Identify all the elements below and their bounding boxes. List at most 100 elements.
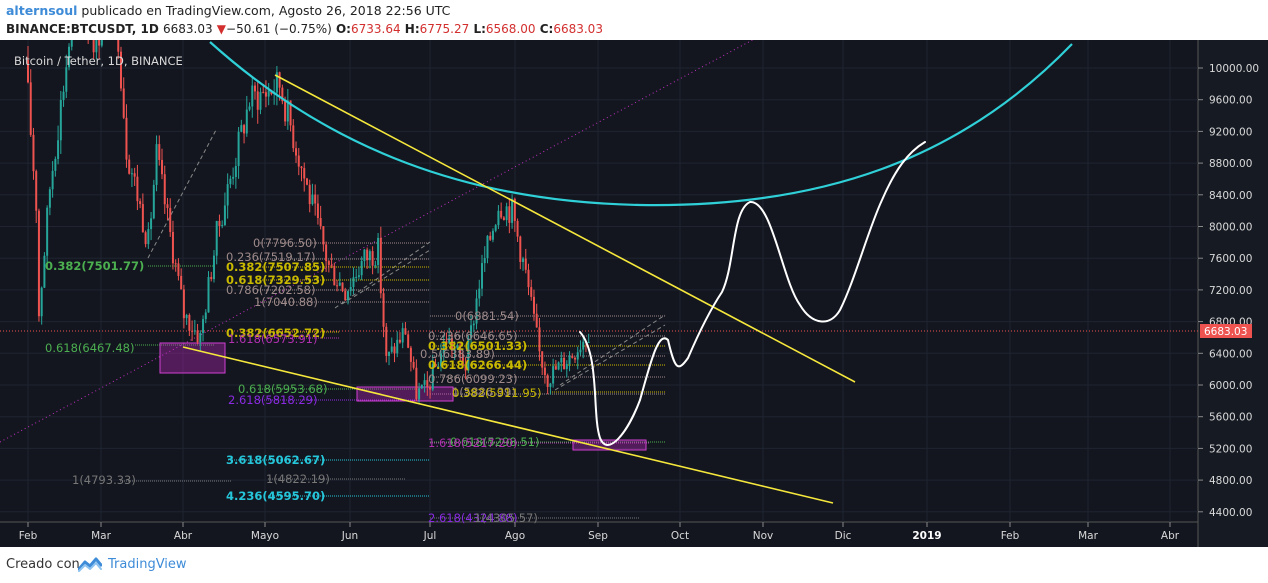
- candle-body: [420, 384, 423, 389]
- candle-body: [234, 165, 237, 177]
- candle-body: [308, 184, 311, 205]
- price-tick-label: 8800.00: [1209, 158, 1252, 170]
- published-text: publicado en TradingView.com, Agosto 26,…: [77, 3, 451, 18]
- candle-body: [117, 0, 120, 52]
- candle-body: [281, 87, 284, 102]
- candle-body: [522, 258, 525, 263]
- time-tick-label: Jun: [341, 530, 358, 542]
- fib-arc: [209, 41, 1073, 207]
- candle-body: [180, 275, 183, 290]
- price-tick-label: 8000.00: [1209, 222, 1252, 234]
- candle-body: [150, 218, 153, 230]
- footer: Creado con TradingView: [0, 550, 1268, 583]
- candle-body: [464, 365, 467, 371]
- candle-body: [355, 276, 358, 278]
- candle-body: [475, 298, 478, 324]
- support-zone-box: [356, 386, 454, 402]
- candle-body: [461, 354, 464, 366]
- chart-title: Bitcoin / Tether, 1D, BINANCE: [14, 54, 183, 68]
- candle-body: [35, 171, 38, 211]
- chart-background: [0, 40, 1268, 547]
- candle-body: [43, 255, 46, 288]
- price-change: −50.61 (−0.75%): [226, 22, 332, 36]
- candle-body: [409, 347, 412, 362]
- candle-body: [404, 328, 407, 335]
- candle-body: [141, 204, 144, 233]
- time-tick-label: Ago: [505, 530, 525, 542]
- high-value: 6775.27: [419, 22, 470, 36]
- time-axis[interactable]: Feb Mar Abr Mayo Jun Jul Ago Sep Oct Nov Dic 2019 Fe…: [19, 522, 1180, 542]
- publication-line: alternsoul publicado en TradingView.com,…: [6, 3, 450, 18]
- low-value: 6568.00: [485, 22, 536, 36]
- candles: [27, 0, 590, 403]
- candle-body: [62, 91, 65, 101]
- candle-body: [401, 328, 404, 343]
- candle-body: [144, 232, 147, 245]
- price-tick-label: 9200.00: [1209, 126, 1252, 138]
- candle-body: [92, 33, 95, 53]
- author-link[interactable]: alternsoul: [6, 3, 78, 18]
- fib-label: 2.618(5818.29): [228, 393, 317, 407]
- candle-body: [360, 260, 363, 276]
- fib-label: 0(7796.50): [253, 236, 317, 250]
- candle-body: [516, 220, 519, 237]
- candle-body: [448, 337, 451, 344]
- candle-body: [333, 265, 336, 286]
- candle-body: [429, 386, 432, 390]
- candle-body: [286, 100, 289, 122]
- candle-body: [147, 229, 150, 245]
- candle-body: [191, 330, 194, 332]
- open-value: 6733.64: [350, 22, 401, 36]
- time-tick-label: Feb: [19, 530, 38, 542]
- change-arrow-icon: ▼: [216, 22, 227, 36]
- candle-body: [243, 125, 246, 134]
- candle-body: [565, 363, 568, 370]
- candle-body: [278, 72, 281, 88]
- tradingview-logo-icon[interactable]: [77, 556, 103, 578]
- candle-body: [254, 85, 257, 92]
- candle-body: [202, 319, 205, 333]
- time-tick-label: Nov: [753, 530, 774, 542]
- candle-body: [513, 198, 516, 221]
- chart-area[interactable]: 0.382(7501.77) 0.618(6467.48) 0(7796.50) 0.…: [0, 0, 1268, 547]
- candle-body: [182, 289, 185, 319]
- price-tick-label: 6000.00: [1209, 380, 1252, 392]
- candle-body: [316, 203, 319, 218]
- price-tick-label: 9600.00: [1209, 95, 1252, 107]
- time-tick-label: 2019: [912, 530, 941, 542]
- candle-body: [511, 198, 514, 223]
- candle-body: [338, 282, 341, 286]
- candle-body: [322, 226, 325, 245]
- price-tick-label: 10000.00: [1209, 63, 1259, 75]
- candle-body: [497, 210, 500, 226]
- candle-body: [256, 91, 259, 110]
- candle-body: [136, 176, 139, 202]
- candle-body: [552, 366, 555, 384]
- candle-body: [100, 26, 103, 46]
- fib-label: 0.786(6099.23): [428, 372, 517, 386]
- last-price-marker: [1200, 324, 1252, 338]
- fib-label: 4.236(4595.70): [226, 489, 325, 503]
- candle-body: [467, 338, 470, 371]
- candle-body: [51, 170, 54, 190]
- price-chart[interactable]: 0.382(7501.77)0.618(6467.48)0(7796.50)0.…: [0, 0, 1268, 547]
- tradingview-brand-link[interactable]: TradingView: [108, 557, 187, 572]
- candle-body: [267, 90, 270, 97]
- candle-body: [374, 265, 377, 267]
- fib-labels: 0.382(7501.77)0.618(6467.48)0(7796.50)0.…: [45, 236, 541, 525]
- candle-body: [48, 189, 51, 208]
- candle-body: [122, 88, 125, 118]
- candle-body: [275, 72, 278, 93]
- candle-body: [453, 348, 456, 351]
- candle-body: [363, 249, 366, 261]
- candle-body: [423, 380, 426, 385]
- candle-body: [221, 224, 224, 226]
- candle-body: [398, 339, 401, 343]
- candle-body: [407, 334, 410, 348]
- candle-body: [70, 14, 73, 47]
- candle-body: [207, 277, 210, 313]
- candle-body: [289, 100, 292, 126]
- fib-label: 0.618(5953.68): [238, 382, 327, 396]
- price-axis[interactable]: 10000.00 9600.00 9200.00 8800.00 8400.00 8000…: [1198, 63, 1259, 519]
- candle-body: [65, 67, 68, 92]
